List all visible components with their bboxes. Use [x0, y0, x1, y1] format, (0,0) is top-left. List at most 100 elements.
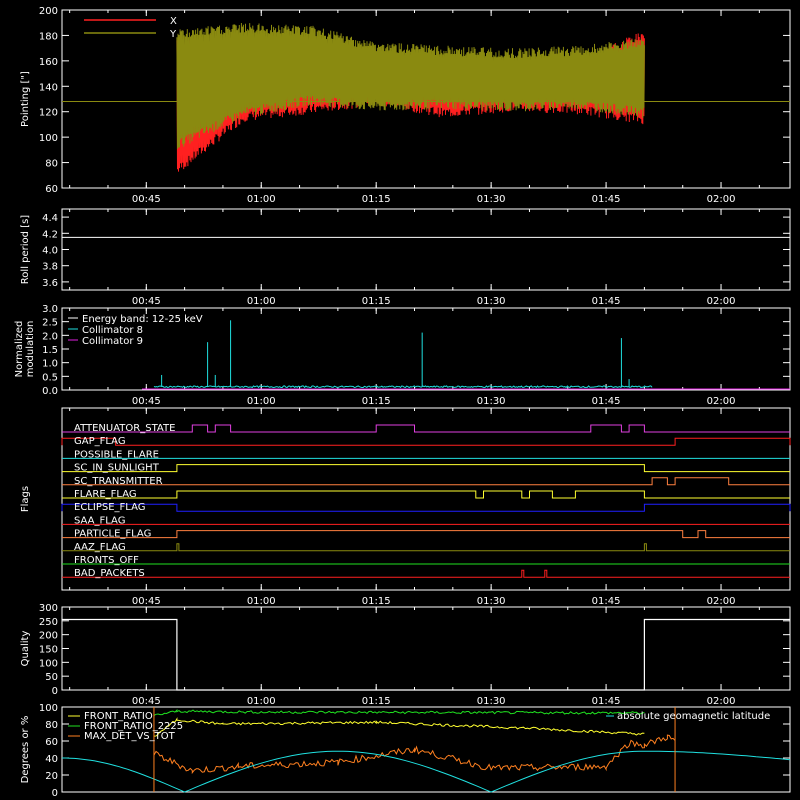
x-tick-label: 00:45 — [132, 194, 161, 205]
y-axis-label-text: Flags — [20, 486, 31, 512]
x-tick-label: 01:30 — [477, 194, 506, 205]
x-tick-label: 01:45 — [592, 396, 621, 407]
panel-frame-6 — [61, 706, 791, 793]
x-tick-label: 02:00 — [707, 596, 736, 607]
y-tick-label: 4.4 — [42, 213, 58, 224]
x-tick-label: 01:30 — [477, 596, 506, 607]
y-tick-label: 80 — [45, 159, 58, 170]
flag-line-attenuator-state — [62, 424, 790, 433]
x-tick-label: 01:30 — [477, 696, 506, 707]
y-tick-label: 0 — [52, 788, 58, 799]
y-tick-label: 250 — [39, 617, 58, 628]
y-tick-label: 80 — [45, 720, 58, 731]
flag-label-flare-flag: FLARE_FLAG — [74, 489, 137, 500]
flag-label-gap-flag: GAP_FLAG — [74, 436, 126, 447]
y-tick-label: 2.0 — [42, 331, 58, 342]
x-tick-label: 02:00 — [707, 696, 736, 707]
y-tick-label: 0.5 — [42, 372, 58, 383]
x-tick-label: 01:00 — [247, 696, 276, 707]
y-tick-label: 4.2 — [42, 229, 58, 240]
x-tick-label: 01:45 — [592, 596, 621, 607]
flag-line-flare-flag — [62, 490, 790, 499]
flag-label-possible-flare: POSSIBLE_FLARE — [74, 449, 159, 460]
y-tick-label: 100 — [39, 703, 58, 714]
x-tick-label: 01:30 — [477, 396, 506, 407]
legend-label-x: X — [170, 16, 177, 27]
flag-label-aaz-flag: AAZ_FLAG — [74, 542, 126, 553]
x-tick-label: 01:00 — [247, 194, 276, 205]
x-tick-label: 00:45 — [132, 596, 161, 607]
x-tick-label: 02:00 — [707, 396, 736, 407]
x-tick-label: 00:45 — [132, 696, 161, 707]
x-tick-label: 01:00 — [247, 396, 276, 407]
flag-line-sc-transmitter — [62, 477, 790, 486]
series-y-line — [176, 22, 645, 149]
y-tick-label: 1.0 — [42, 359, 58, 370]
y-axis-label-text: Normalized — [14, 321, 25, 378]
series-front-ratio-line — [153, 717, 645, 737]
panel-frame-4 — [61, 407, 791, 591]
x-tick-label: 01:45 — [592, 696, 621, 707]
y-axis-label: Quality — [20, 631, 31, 667]
legend-label: Energy band: 12-25 keV — [82, 314, 203, 325]
x-tick-label: 01:45 — [592, 296, 621, 307]
flag-label-attenuator-state: ATTENUATOR_STATE — [74, 423, 175, 434]
series-max-det-vs-tot-line — [153, 734, 676, 775]
y-tick-label: 100 — [39, 658, 58, 669]
x-tick-label: 00:45 — [132, 396, 161, 407]
x-tick-label: 01:15 — [362, 696, 391, 707]
x-tick-label: 00:45 — [132, 296, 161, 307]
series-absolute-geomagnetic-latitude-line — [62, 750, 791, 793]
legend-label: FRONT_RATIO — [84, 711, 153, 722]
y-axis-label-text: Degrees or % — [20, 716, 31, 784]
y-axis-label: Flags — [20, 486, 31, 512]
y-tick-label: 60 — [45, 737, 58, 748]
flag-line-bad-packets — [62, 569, 790, 578]
y-tick-label: 3.0 — [42, 304, 58, 315]
y-tick-label: 150 — [39, 645, 58, 656]
y-tick-label: 60 — [45, 184, 58, 195]
flag-label-saa-flag: SAA_FLAG — [74, 515, 125, 526]
flag-line-aaz-flag — [62, 543, 790, 552]
x-tick-label: 01:00 — [247, 296, 276, 307]
y-axis-label: Degrees or % — [20, 716, 31, 784]
panel-frame-1 — [61, 9, 791, 189]
y-tick-label: 140 — [39, 82, 58, 93]
y-tick-label: 50 — [45, 672, 58, 683]
x-tick-label: 01:15 — [362, 396, 391, 407]
legend-label: absolute geomagnetic latitude — [617, 711, 770, 722]
flag-line-sc-in-sunlight — [62, 464, 790, 473]
legend-label: FRONT_RATIO_2225 — [84, 721, 183, 732]
x-tick-label: 01:15 — [362, 596, 391, 607]
legend-label-y: Y — [169, 29, 177, 40]
x-tick-label: 01:15 — [362, 194, 391, 205]
x-tick-label: 01:45 — [592, 194, 621, 205]
y-axis-label-text: Roll period [s] — [20, 215, 31, 284]
flag-line-eclipse-flag — [61, 503, 791, 512]
flag-label-particle-flag: PARTICLE_FLAG — [74, 529, 151, 540]
y-tick-label: 3.8 — [42, 262, 58, 273]
legend-label: Collimator 8 — [82, 325, 143, 336]
y-axis-label: Pointing ["] — [20, 71, 31, 127]
panel-frame-2 — [61, 208, 791, 291]
y-axis-label: Roll period [s] — [20, 215, 31, 284]
x-tick-label: 01:30 — [477, 296, 506, 307]
y-axis-label-text: Pointing ["] — [20, 71, 31, 127]
y-axis-label-text: modulation — [25, 321, 36, 378]
x-tick-label: 02:00 — [707, 296, 736, 307]
y-tick-label: 120 — [39, 108, 58, 119]
flag-label-fronts-off: FRONTS_OFF — [74, 555, 139, 566]
y-tick-label: 100 — [39, 133, 58, 144]
y-tick-label: 0 — [52, 686, 58, 697]
series-front-ratio-2225-line — [153, 709, 645, 716]
legend-label: Collimator 9 — [82, 336, 143, 347]
x-tick-label: 01:00 — [247, 596, 276, 607]
y-tick-label: 200 — [39, 631, 58, 642]
y-tick-label: 180 — [39, 31, 58, 42]
y-axis-label: Normalized modulation — [14, 321, 36, 378]
y-tick-label: 160 — [39, 57, 58, 68]
flag-label-sc-transmitter: SC_TRANSMITTER — [74, 476, 163, 487]
flag-label-sc-in-sunlight: SC_IN_SUNLIGHT — [74, 463, 160, 474]
series-quality-line — [62, 618, 790, 691]
